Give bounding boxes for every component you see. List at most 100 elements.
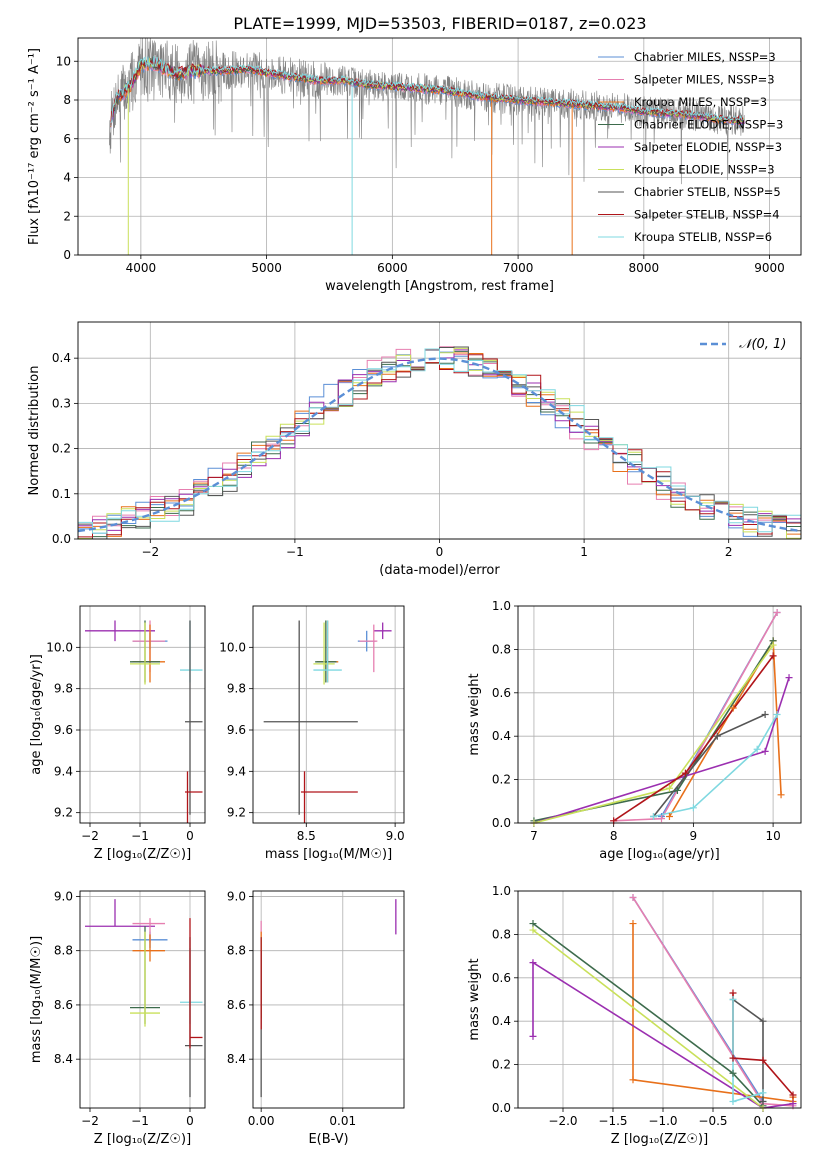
legend-entry: Kroupa ELODIE, NSSP=3 [634,163,775,177]
series-chabrier_stelib [732,998,764,1102]
point-salpeter_elodie [761,747,769,755]
point-salpeter_miles [629,894,637,902]
x-tick-label: −1 [131,1114,149,1128]
x-tick-label: 5000 [251,261,282,275]
x-tick-label: 0 [436,545,444,559]
x-tick-label: 6000 [377,261,408,275]
point-salpeter_stelib [681,769,689,777]
model-spectrum-kroupa_stelib [110,56,745,124]
legend-entry: 𝒩(0, 1) [739,337,786,352]
x-tick-label: 0.00 [248,1114,275,1128]
normal-curve [78,357,801,533]
y-tick-label: 0.8 [492,642,511,656]
point-salpeter_stelib [729,989,737,997]
chart-7: −2.0 −1.5 −1.0 −0.5 0.0 0.0 0.2 0.4 0.6 0.8 1.0 Z [… [467,884,802,1147]
point-chabrier_elodie [673,786,681,794]
model-spectrum-chabrier_miles [110,60,745,129]
point-kroupa_miles [665,812,673,820]
y-tick-label: 0.0 [52,532,71,546]
x-tick-label: 9.0 [386,829,405,843]
y-tick-label: 9.0 [54,889,73,903]
y-tick-label: 10.0 [46,640,73,654]
x-tick-label: −2 [81,829,99,843]
point-kroupa_elodie [529,926,537,934]
chart-4: 7 8 9 10 0.0 0.2 0.4 0.6 0.8 1.0 age [log₁₀(age/yr… [467,599,802,862]
y-tick-label: 0.2 [492,773,511,787]
x-tick-label: 4000 [126,261,157,275]
y-tick-label: 0.4 [52,351,71,365]
point-salpeter_elodie [529,959,537,967]
y-tick-label: 1.0 [492,599,511,613]
x-tick-label: −2.0 [548,1114,577,1128]
x-axis-label: Z [log₁₀(Z/Z☉)] [94,847,191,862]
x-axis-label: mass [log₁₀(M/M☉)] [265,847,392,862]
model-spectrum-kroupa_elodie [110,57,745,126]
chart-2: −2 −1 0 9.2 9.4 9.6 9.8 10.0 Z [log₁₀(Z/Z☉)] age … [29,605,206,862]
plot-area [533,612,790,823]
point-chabrier_elodie [529,920,537,928]
chart-6: 0.00 0.01 8.4 8.6 8.8 9.0 E(B-V) [227,889,405,1147]
x-tick-label: 0 [186,829,194,843]
chart-0: 4000 5000 6000 7000 8000 9000 0 2 4 6 8 10 wavelengt… [27,37,802,294]
x-tick-label: 1 [580,545,588,559]
point-chabrier_stelib [759,1017,767,1025]
plot-area [78,346,801,539]
y-tick-label: 0.8 [492,927,511,941]
series-salpeter_elodie [533,677,790,823]
y-tick-label: 8.8 [54,944,73,958]
y-tick-label: 9.8 [54,682,73,696]
x-axis-label: wavelength [Angstrom, rest frame] [325,279,554,294]
y-tick-label: 4 [63,171,71,185]
point-kroupa_stelib [689,804,697,812]
y-tick-label: 0.6 [492,971,511,985]
x-tick-label: −1.0 [648,1114,677,1128]
series-kroupa_elodie [532,929,764,1108]
chart-3: 8.5 9.0 9.2 9.4 9.6 9.8 10.0 mass [log₁₀(M/M☉)] [219,605,405,862]
point-kroupa_miles [777,791,785,799]
y-tick-label: 9.6 [54,723,73,737]
point-kroupa_stelib [650,812,658,820]
x-tick-label: 7 [530,829,538,843]
x-tick-label: 8000 [629,261,660,275]
x-tick-label: 9000 [754,261,785,275]
point-salpeter_stelib [789,1091,797,1099]
point-chabrier_stelib [761,711,769,718]
y-tick-label: 8.4 [54,1052,73,1066]
y-axis-label: mass weight [467,958,482,1040]
y-tick-label: 0.0 [492,1101,511,1115]
y-tick-label: 10 [56,54,71,68]
x-tick-label: −2 [81,1114,99,1128]
y-tick-label: 8.8 [227,944,246,958]
x-axis-label: (data-model)/error [379,563,500,578]
x-tick-label: 0.01 [329,1114,356,1128]
point-salpeter_elodie [789,1100,797,1108]
x-tick-label: 0 [186,1114,194,1128]
y-tick-label: 9.2 [227,806,246,820]
legend: 𝒩(0, 1) [700,337,786,352]
point-kroupa_elodie [665,784,673,792]
point-salpeter_stelib [729,1054,737,1062]
point-salpeter_stelib [769,652,777,660]
point-salpeter_stelib [759,1056,767,1064]
y-axis-label: Flux [fλ10⁻¹⁷ erg cm⁻² s⁻¹ A⁻¹] [27,48,42,245]
legend-entry: Chabrier STELIB, NSSP=5 [634,185,781,199]
x-axis-label: Z [log₁₀(Z/Z☉)] [94,1132,191,1147]
point-kroupa_elodie [769,641,777,649]
series-salpeter_miles [613,612,778,822]
y-tick-label: 0.2 [492,1058,511,1072]
x-tick-label: −1 [131,829,149,843]
plot-area [85,899,203,1098]
x-tick-label: 8.5 [297,829,316,843]
x-tick-label: 2 [725,545,733,559]
y-axis-label: mass weight [467,673,482,755]
x-tick-label: −2 [141,545,159,559]
axes-frame [77,37,802,256]
legend-entry: Kroupa STELIB, NSSP=6 [634,230,772,244]
axes-frame [517,890,802,1109]
point-chabrier_stelib [713,732,721,740]
plot-area [85,620,203,823]
histogram-kroupa_stelib [78,348,801,539]
y-axis-label: Normed distribution [27,366,42,496]
legend-entry: Salpeter ELODIE, NSSP=3 [634,140,782,154]
